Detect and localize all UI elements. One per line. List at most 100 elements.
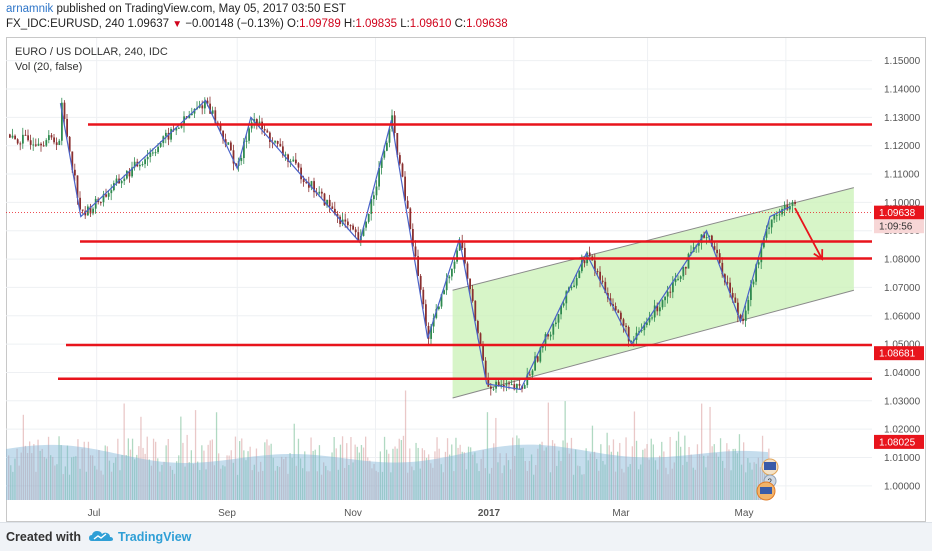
ohlc-line: FX_IDC:EURUSD, 240 1.09637 ▼ −0.00148 (−… <box>6 18 508 30</box>
volume-bar <box>96 469 98 500</box>
close-value: 1.09638 <box>466 18 508 30</box>
volume-bar <box>621 468 623 500</box>
volume-bar <box>155 441 157 500</box>
volume-bar <box>75 456 77 500</box>
candle-body <box>81 209 84 211</box>
volume-bar <box>188 462 190 500</box>
volume-bar <box>257 471 260 500</box>
volume-bar <box>442 472 444 500</box>
volume-bar <box>453 471 455 500</box>
tradingview-brand[interactable]: TradingView <box>118 530 192 544</box>
y-tick-label: 1.04000 <box>884 368 921 379</box>
volume-bar <box>640 464 642 500</box>
volume-bar <box>197 461 199 500</box>
volume-bar <box>173 473 176 500</box>
volume-bar <box>564 401 566 500</box>
volume-bar <box>68 474 71 500</box>
price-chart[interactable]: 2 1.15000 1.14000 1.13000 1.12000 1.11000 1.10… <box>0 0 932 522</box>
volume-bar <box>484 468 486 500</box>
volume-bar <box>10 465 12 500</box>
volume-bar <box>123 403 125 500</box>
author-link[interactable]: arnamnik <box>6 3 54 15</box>
volume-bar <box>224 466 226 500</box>
volume-bar <box>501 473 503 500</box>
candle-body <box>102 194 105 203</box>
candle-body <box>370 199 373 214</box>
volume-bar <box>461 451 463 500</box>
volume-bar <box>606 432 608 500</box>
volume-bar <box>583 474 585 500</box>
candle-body <box>664 296 666 301</box>
volume-bar <box>486 412 489 500</box>
candle-body <box>783 205 786 209</box>
volume-bar <box>692 467 694 500</box>
volume-bar <box>276 466 279 500</box>
candle-body <box>742 318 744 321</box>
volume-bar <box>100 470 102 500</box>
candle-body <box>354 229 357 233</box>
candle-body <box>68 136 71 152</box>
candle-body <box>22 134 24 144</box>
volume-bar <box>476 463 478 500</box>
x-tick-label: Mar <box>612 508 630 519</box>
candle-body <box>430 326 432 339</box>
volume-bar <box>625 437 627 500</box>
candle-body <box>14 135 16 140</box>
candle-body <box>154 152 157 154</box>
candle-body <box>510 384 513 386</box>
volume-bar <box>64 466 66 500</box>
volume-bar <box>684 435 686 500</box>
candle-body <box>243 141 245 159</box>
candle-body <box>523 385 526 389</box>
volume-bar <box>740 464 743 500</box>
candle-body <box>331 206 334 209</box>
candle-body <box>58 140 61 145</box>
volume-bar <box>329 471 331 500</box>
candle-body <box>248 128 250 141</box>
volume-bar <box>211 439 213 500</box>
volume-bar <box>675 440 678 500</box>
candle-body <box>297 163 300 168</box>
volume-bar <box>150 465 153 500</box>
volume-bar <box>509 469 512 500</box>
volume-bar <box>547 402 549 500</box>
volume-bar <box>575 449 577 500</box>
volume-bar <box>713 444 715 500</box>
volume-bar <box>633 411 636 500</box>
volume-bar <box>638 469 640 500</box>
volume-bar <box>537 448 539 500</box>
volume-bar <box>602 460 604 500</box>
candle-body <box>500 384 503 386</box>
price-tag-bg <box>874 346 924 361</box>
candle-body <box>529 374 531 376</box>
volume-bar <box>488 473 491 500</box>
volume-bar <box>45 458 48 500</box>
volume-bar <box>215 412 218 500</box>
volume-bar <box>293 423 295 500</box>
volume-bar <box>507 460 510 500</box>
volume-average-area <box>6 444 770 500</box>
candle-body <box>373 195 375 200</box>
volume-bar <box>92 455 94 500</box>
chart-frame[interactable] <box>6 37 926 522</box>
volume-bar <box>743 442 745 500</box>
volume-bar <box>199 470 201 500</box>
candle-body <box>573 285 575 288</box>
candle-body <box>399 155 401 164</box>
volume-bar <box>310 437 312 500</box>
volume-bar <box>572 474 575 500</box>
volume-bar <box>383 436 386 500</box>
volume-bar <box>285 456 287 500</box>
volume-bar <box>169 466 171 500</box>
candle-body <box>178 127 180 129</box>
volume-bar <box>415 442 417 500</box>
volume-bar <box>388 453 390 500</box>
volume-bar <box>656 469 659 500</box>
volume-bar <box>570 437 573 500</box>
candle-body <box>266 130 269 133</box>
y-tick-label: 1.05000 <box>884 340 921 351</box>
candle-body <box>513 384 516 390</box>
candle-body <box>344 219 347 222</box>
candle-body <box>123 178 126 182</box>
price-tag: 1.08681 <box>874 346 924 361</box>
